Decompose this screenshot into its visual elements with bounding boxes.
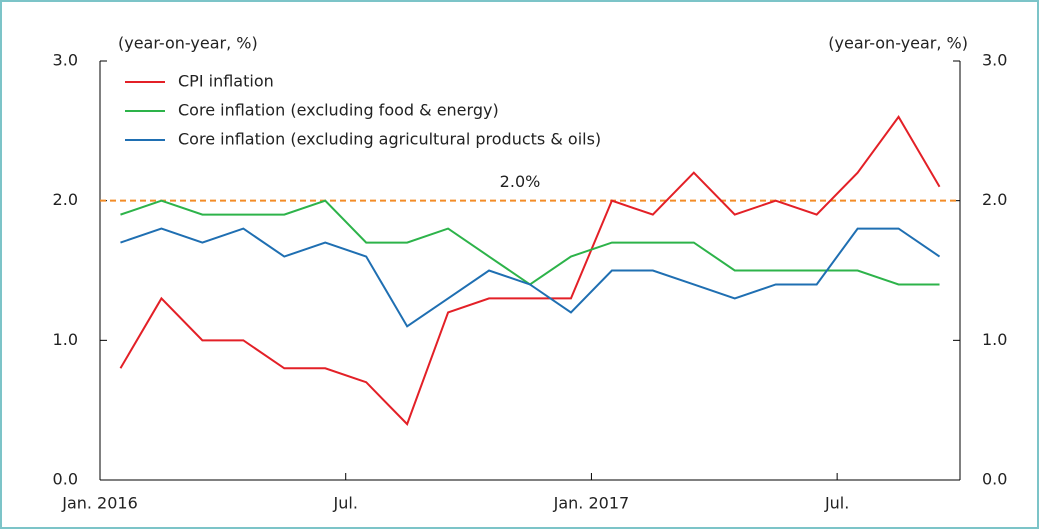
y-axis-label: (year-on-year, %) (118, 34, 258, 53)
y2-tick-label: 1.0 (982, 330, 1007, 349)
legend-label: Core inflation (excluding agricultural p… (178, 130, 601, 149)
legend-label: CPI inflation (178, 72, 274, 91)
y-tick-label: 3.0 (53, 51, 78, 70)
legend-label: Core inflation (excluding food & energy) (178, 101, 499, 120)
x-tick-label: Jan. 2016 (61, 494, 138, 513)
y-tick-label: 1.0 (53, 330, 78, 349)
y2-tick-label: 2.0 (982, 190, 1007, 209)
x-tick-label: Jan. 2017 (553, 494, 630, 513)
series-line (120, 227, 941, 328)
y-tick-label: 0.0 (53, 470, 78, 489)
y2-axis-label: (year-on-year, %) (828, 34, 968, 53)
y2-tick-label: 0.0 (982, 470, 1007, 489)
x-tick-label: Jul. (824, 494, 849, 513)
x-tick-label: Jul. (333, 494, 358, 513)
series-line (119, 115, 941, 426)
y-tick-label: 2.0 (53, 190, 78, 209)
reference-label: 2.0% (500, 172, 541, 191)
y2-tick-label: 3.0 (982, 51, 1007, 70)
